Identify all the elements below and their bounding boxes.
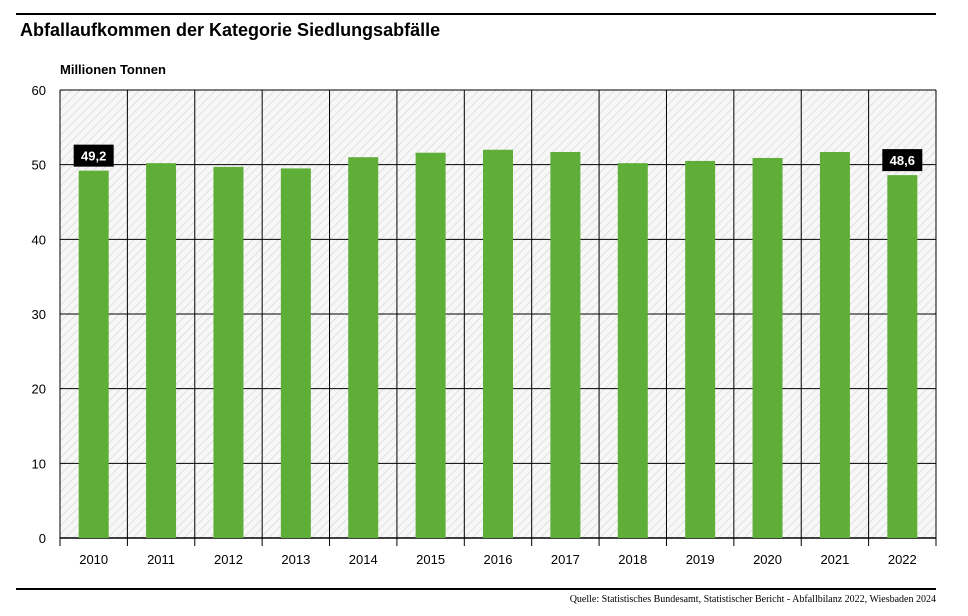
x-tick-label: 2012 [214, 552, 243, 567]
bar-2019 [685, 160, 716, 538]
bar-2018 [617, 163, 648, 538]
x-tick-label: 2021 [820, 552, 849, 567]
bar-2015 [415, 152, 446, 538]
chart-title: Abfallaufkommen der Kategorie Siedlungsa… [20, 20, 441, 40]
value-badge-label: 49,2 [81, 149, 106, 164]
y-tick-label: 10 [32, 456, 46, 471]
bar-2020 [752, 157, 783, 539]
x-tick-label: 2018 [618, 552, 647, 567]
bar-2013 [280, 168, 311, 538]
y-axis-label: Millionen Tonnen [60, 62, 166, 77]
value-badge-label: 48,6 [890, 153, 915, 168]
y-tick-label: 40 [32, 232, 46, 247]
value-badge [882, 149, 923, 172]
bar-2014 [348, 157, 379, 538]
source-note: Quelle: Statistisches Bundesamt, Statist… [569, 594, 936, 605]
bar-2021 [819, 151, 850, 538]
x-tick-label: 2019 [686, 552, 715, 567]
y-tick-label: 30 [32, 307, 46, 322]
y-tick-label: 60 [32, 83, 46, 98]
x-tick-label: 2013 [281, 552, 310, 567]
x-tick-label: 2014 [349, 552, 378, 567]
bottom-rule [16, 588, 936, 590]
y-tick-label: 20 [32, 382, 46, 397]
x-tick-label: 2016 [484, 552, 513, 567]
value-badge [73, 144, 114, 167]
x-tick-label: 2011 [147, 552, 175, 567]
x-tick-label: 2017 [551, 552, 580, 567]
bar-2017 [550, 151, 581, 538]
bar-2011 [146, 163, 177, 538]
y-tick-label: 0 [39, 531, 46, 546]
x-tick-label: 2015 [416, 552, 445, 567]
y-tick-label: 50 [32, 158, 46, 173]
x-tick-label: 2010 [79, 552, 108, 567]
top-rule [16, 13, 936, 15]
bar-2010 [78, 170, 109, 538]
bar-2022 [887, 175, 918, 538]
x-tick-label: 2020 [753, 552, 782, 567]
bar-2012 [213, 166, 244, 538]
x-tick-label: 2022 [888, 552, 917, 567]
bar-2016 [483, 149, 513, 538]
